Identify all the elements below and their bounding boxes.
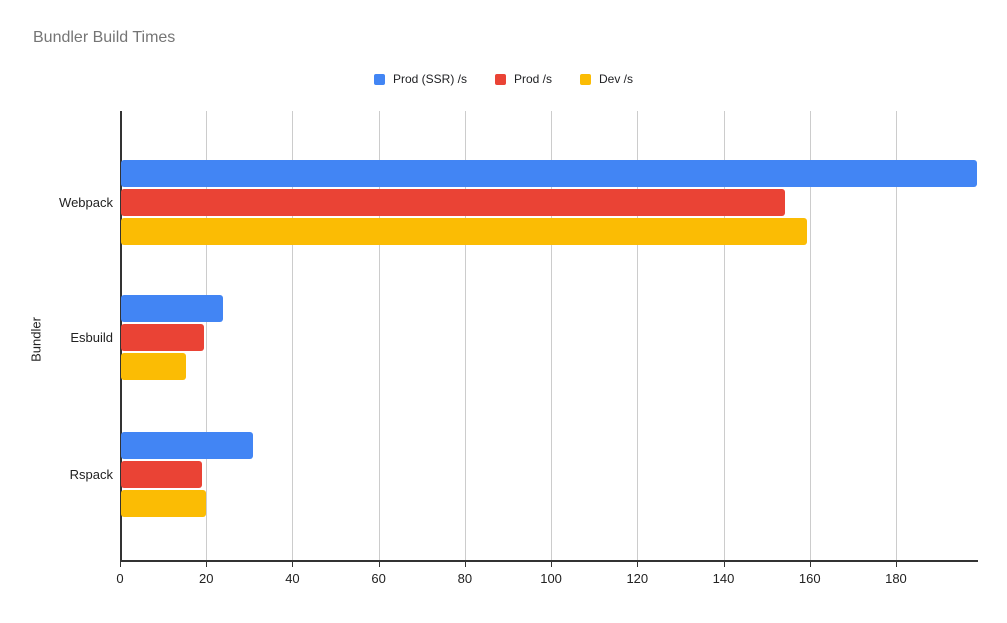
x-tick-label: 120: [626, 571, 649, 586]
category-label-rspack: Rspack: [69, 466, 113, 482]
bar-esbuild-prod-ssr-s: [121, 295, 223, 322]
x-tick-label: 60: [371, 571, 386, 586]
x-axis-tick: [206, 560, 208, 567]
legend-item: Dev /s: [580, 72, 633, 86]
gridline: [206, 111, 208, 560]
bar-rspack-prod-s: [121, 461, 202, 488]
y-axis-line: [120, 111, 122, 561]
gridline: [551, 111, 553, 560]
x-axis-tick: [723, 560, 725, 567]
x-tick-label: 40: [285, 571, 300, 586]
bar-esbuild-prod-s: [121, 324, 204, 351]
legend: Prod (SSR) /s Prod /s Dev /s: [0, 72, 1007, 86]
x-axis-tick: [809, 560, 811, 567]
legend-swatch-icon: [494, 73, 506, 85]
gridline: [464, 111, 466, 560]
x-tick-label: 80: [457, 571, 473, 586]
legend-item: Prod /s: [494, 72, 552, 86]
x-axis-tick: [292, 560, 294, 567]
gridline: [378, 111, 380, 560]
x-axis-tick: [378, 560, 380, 567]
x-tick-label: 180: [885, 571, 907, 586]
bar-rspack-dev-s: [121, 490, 206, 517]
bar-webpack-prod-ssr-s: [121, 160, 977, 187]
x-tick-label: 140: [712, 571, 735, 586]
legend-swatch-icon: [580, 73, 591, 85]
category-label-esbuild: Esbuild: [70, 329, 113, 345]
bar-esbuild-dev-s: [121, 353, 186, 380]
x-tick-label: 160: [798, 571, 821, 586]
legend-label: Prod (SSR) /s: [392, 72, 467, 86]
legend-label: Prod /s: [513, 72, 552, 86]
x-axis-tick: [551, 560, 553, 567]
x-axis-line: [120, 560, 978, 562]
y-axis-title: Bundler: [28, 317, 44, 362]
x-tick-label: 100: [540, 571, 562, 586]
category-label-webpack: Webpack: [59, 194, 113, 210]
x-tick-label: 20: [198, 571, 214, 586]
gridline: [895, 111, 897, 560]
gridline: [809, 111, 811, 560]
x-axis-tick: [637, 560, 639, 567]
gridline: [723, 111, 725, 560]
x-axis-tick: [464, 560, 466, 567]
legend-swatch-icon: [373, 73, 385, 85]
legend-label: Dev /s: [599, 72, 634, 86]
gridline: [292, 111, 294, 560]
legend-item: Prod (SSR) /s: [373, 72, 467, 86]
bar-webpack-prod-s: [121, 189, 785, 216]
x-axis-tick: [895, 560, 897, 567]
x-tick-label: 0: [116, 571, 124, 586]
gridline: [637, 111, 639, 560]
bar-rspack-prod-ssr-s: [121, 432, 253, 459]
x-axis-tick: [120, 560, 121, 567]
bar-webpack-dev-s: [121, 218, 807, 245]
chart-title: Bundler Build Times: [33, 29, 176, 46]
